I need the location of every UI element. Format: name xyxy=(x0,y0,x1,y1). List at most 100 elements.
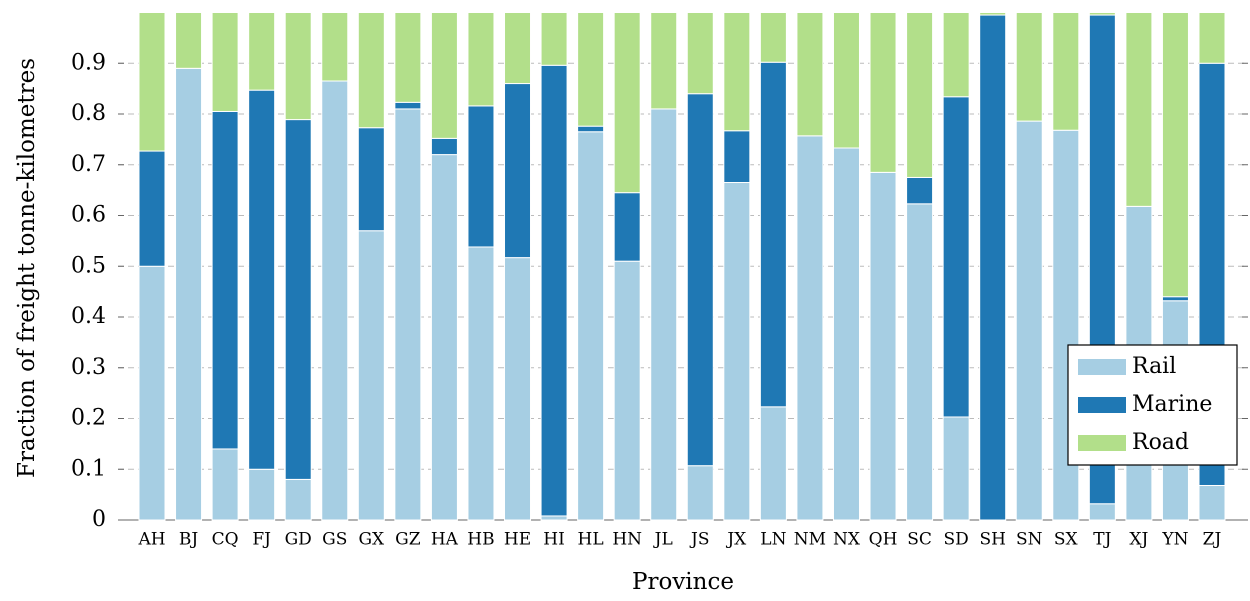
bar-segment xyxy=(577,125,605,133)
bar-segment xyxy=(1088,503,1116,521)
x-tick-label: JX xyxy=(725,530,747,550)
y-tick-label: 0.9 xyxy=(71,50,106,75)
y-axis-label: Fraction of freight tonne-kilometres xyxy=(14,58,40,478)
bar-segment xyxy=(357,230,385,521)
bar-segment xyxy=(759,61,787,408)
bar-segment xyxy=(357,12,385,129)
bar-segment xyxy=(942,96,970,418)
y-tick-label: 0.8 xyxy=(71,101,106,126)
bar-segment xyxy=(504,257,532,521)
bar-segment xyxy=(686,93,714,467)
bar-segment xyxy=(1161,296,1189,302)
x-tick-label: HE xyxy=(504,530,531,550)
bar-segment xyxy=(284,478,312,521)
bar-segment xyxy=(1125,12,1153,207)
bar-segment xyxy=(577,131,605,521)
bar-segment xyxy=(248,468,276,521)
bar-segment xyxy=(650,108,678,521)
bar-segment xyxy=(832,147,860,521)
bar-segment xyxy=(284,12,312,121)
bar-segment xyxy=(759,406,787,521)
y-tick-label: 0.5 xyxy=(71,253,106,278)
bar-segment xyxy=(211,12,239,112)
bar-segment xyxy=(284,119,312,480)
bar-segment xyxy=(1015,12,1043,122)
bar-segment xyxy=(1161,12,1189,298)
bar-segment xyxy=(942,12,970,98)
bar-segment xyxy=(138,12,166,152)
bar-segment xyxy=(979,14,1007,521)
bar-segment xyxy=(613,192,641,262)
bar-segment xyxy=(394,101,422,110)
bar-segment xyxy=(869,12,897,173)
bar-segment xyxy=(613,260,641,521)
y-tick-label: 0.6 xyxy=(71,203,106,228)
x-tick-label: NX xyxy=(833,530,861,550)
x-tick-label: GZ xyxy=(395,530,421,550)
x-tick-label: HA xyxy=(431,530,459,550)
bar-segment xyxy=(467,12,495,107)
bar-segment xyxy=(430,12,458,139)
bar-segment xyxy=(723,12,751,132)
x-tick-label: GD xyxy=(285,530,312,550)
bar-segment xyxy=(138,150,166,267)
bar-segment xyxy=(577,12,605,127)
bar-segment xyxy=(723,130,751,184)
x-tick-label: SX xyxy=(1054,530,1079,550)
x-tick-label: SC xyxy=(907,530,932,550)
bar-segment xyxy=(869,171,897,521)
x-axis-label: Province xyxy=(632,569,734,595)
bar-segment xyxy=(248,12,276,91)
bar-segment xyxy=(1052,12,1080,131)
bar-segment xyxy=(759,12,787,63)
x-tick-label: HB xyxy=(467,530,494,550)
legend-swatch xyxy=(1078,397,1126,413)
bar-segment xyxy=(540,12,568,66)
x-tick-label: LN xyxy=(760,530,786,550)
bar-segment xyxy=(1198,484,1226,521)
bar-segment xyxy=(723,182,751,521)
legend-label: Rail xyxy=(1132,354,1176,379)
bar-segment xyxy=(504,83,532,259)
y-tick-label: 0.7 xyxy=(71,152,106,177)
bar-segment xyxy=(906,203,934,521)
y-tick-label: 0.4 xyxy=(71,304,106,329)
bar-segment xyxy=(1198,12,1226,64)
x-tick-label: GS xyxy=(322,530,347,550)
bar-segment xyxy=(942,416,970,521)
x-tick-label: XJ xyxy=(1129,530,1148,550)
bar-segment xyxy=(430,154,458,521)
y-tick-label: 0.1 xyxy=(71,456,106,481)
x-tick-label: JS xyxy=(689,530,709,550)
bar-segment xyxy=(1088,12,1116,16)
y-tick-label: 0 xyxy=(92,507,106,532)
x-tick-label: HI xyxy=(543,530,565,550)
bar-segment xyxy=(613,12,641,194)
bar-segment xyxy=(467,246,495,521)
bar-segment xyxy=(138,265,166,521)
bar-segment xyxy=(979,12,1007,16)
bar-segment xyxy=(504,12,532,85)
legend-swatch xyxy=(1078,435,1126,451)
bar-segment xyxy=(321,80,349,521)
bar-segment xyxy=(321,12,349,82)
x-tick-label: TJ xyxy=(1093,530,1111,550)
x-tick-label: FJ xyxy=(252,530,271,550)
bar-segment xyxy=(906,176,934,205)
bar-segment xyxy=(357,127,385,232)
bar-segment xyxy=(175,12,203,69)
bar-segment xyxy=(540,515,568,521)
x-tick-label: NM xyxy=(794,530,826,550)
x-tick-label: SD xyxy=(943,530,968,550)
x-tick-label: YN xyxy=(1161,530,1188,550)
x-tick-label: GX xyxy=(358,530,385,550)
bar-segment xyxy=(175,67,203,521)
x-tick-label: SH xyxy=(979,530,1005,550)
bar-segment xyxy=(686,465,714,521)
legend-swatch xyxy=(1078,359,1126,375)
x-tick-label: HL xyxy=(578,530,604,550)
bar-segment xyxy=(248,89,276,470)
bar-segment xyxy=(832,12,860,149)
bar-segment xyxy=(796,135,824,521)
